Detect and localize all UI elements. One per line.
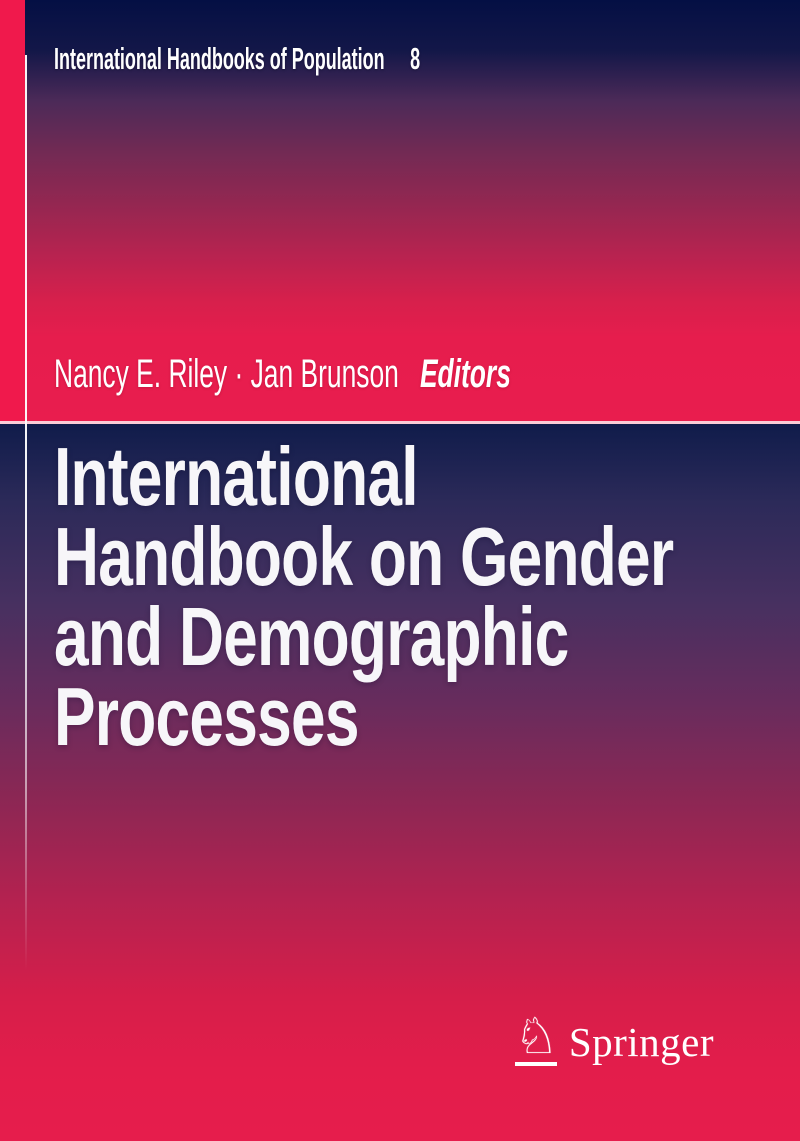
book-title-line: International: [54, 430, 419, 523]
springer-horse-knight-icon: ♘: [514, 1007, 559, 1066]
vertical-divider-line: [25, 55, 27, 970]
knight-glyph: ♘: [514, 1007, 559, 1065]
series-volume-number: 8: [410, 41, 421, 76]
book-title-line: Processes: [54, 670, 359, 763]
publisher-logo: ♘ Springer: [514, 1007, 715, 1066]
spine-stripe: [0, 0, 25, 422]
authors-line: Nancy E. Riley · Jan Brunson Editors: [54, 350, 511, 398]
author-names: Nancy E. Riley · Jan Brunson: [54, 352, 399, 396]
series-title-text: International Handbooks of Population: [54, 41, 385, 76]
publisher-name: Springer: [568, 1019, 715, 1065]
editors-label: Editors: [419, 352, 511, 396]
book-title-line: Handbook on Gender: [54, 510, 674, 603]
series-title: International Handbooks of Population 8: [54, 40, 420, 78]
book-title-line: and Demographic: [54, 590, 569, 683]
lower-gradient-panel: [0, 424, 800, 1141]
horizontal-divider-line: [0, 421, 800, 424]
logo-underline-bar: [515, 1062, 558, 1066]
upper-gradient-panel: [0, 0, 800, 422]
book-title: International Handbook on Gender and Dem…: [54, 430, 674, 763]
